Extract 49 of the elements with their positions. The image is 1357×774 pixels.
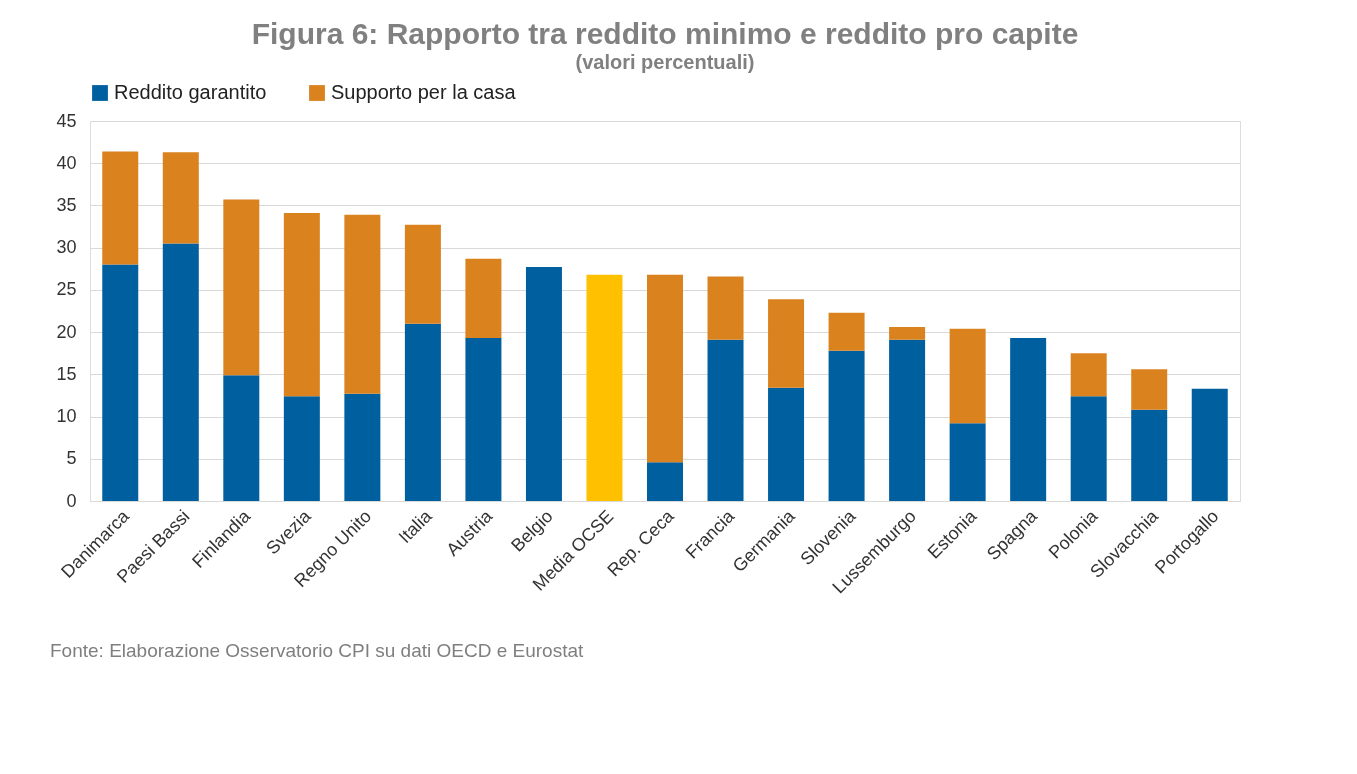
bar bbox=[647, 274, 683, 463]
bar bbox=[283, 396, 320, 501]
bar bbox=[949, 423, 986, 501]
bar bbox=[283, 213, 320, 397]
bar bbox=[404, 323, 441, 501]
y-tick-label: 30 bbox=[56, 237, 77, 258]
bar bbox=[949, 328, 986, 424]
bar bbox=[828, 350, 865, 501]
bar bbox=[707, 339, 744, 501]
chart-subtitle: (valori percentuali) bbox=[575, 51, 755, 73]
bar bbox=[828, 312, 865, 351]
source-note: Fonte: Elaborazione Osservatorio CPI su dati OECD e Eurostat bbox=[50, 640, 585, 661]
bar bbox=[465, 338, 502, 501]
bar bbox=[889, 339, 926, 501]
bar bbox=[1070, 353, 1107, 397]
bar bbox=[889, 327, 926, 340]
bar bbox=[1191, 388, 1228, 501]
bar bbox=[768, 387, 805, 501]
bar bbox=[404, 224, 441, 324]
bar bbox=[707, 276, 744, 340]
y-tick-label: 15 bbox=[56, 363, 77, 384]
bar bbox=[1070, 396, 1107, 501]
y-tick-label: 5 bbox=[66, 448, 77, 469]
bar bbox=[162, 243, 199, 501]
bar bbox=[223, 375, 260, 501]
legend-label: Reddito garantito bbox=[114, 81, 267, 103]
y-tick-label: 0 bbox=[66, 490, 77, 511]
bar bbox=[1131, 369, 1168, 410]
y-tick-label: 45 bbox=[56, 110, 77, 131]
bar bbox=[586, 274, 623, 501]
y-tick-label: 25 bbox=[56, 279, 77, 300]
bar bbox=[647, 462, 683, 501]
bar bbox=[525, 267, 562, 501]
bar bbox=[465, 258, 502, 339]
bar bbox=[102, 151, 139, 265]
y-tick-label: 10 bbox=[56, 406, 77, 427]
bar bbox=[344, 393, 381, 501]
y-tick-label: 20 bbox=[56, 321, 77, 342]
bar bbox=[344, 214, 381, 394]
chart-title: Figura 6: Rapporto tra reddito minimo e reddito pro capite bbox=[251, 17, 1079, 50]
bar bbox=[1131, 409, 1168, 501]
bar bbox=[1010, 338, 1047, 501]
bar bbox=[102, 264, 139, 501]
legend-label: Supporto per la casa bbox=[331, 81, 517, 103]
bar bbox=[162, 152, 199, 244]
y-tick-label: 40 bbox=[56, 152, 77, 173]
bar bbox=[223, 199, 260, 376]
bar bbox=[768, 299, 805, 388]
y-tick-label: 35 bbox=[56, 194, 77, 215]
